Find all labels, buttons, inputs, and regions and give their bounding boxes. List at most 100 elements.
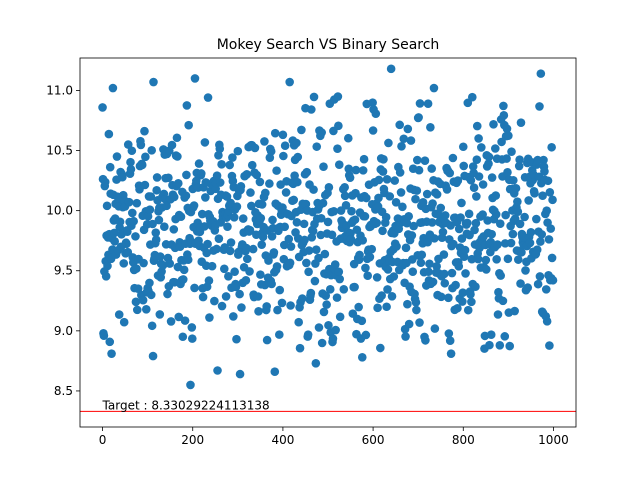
- y-tick-label: 9.0: [54, 324, 73, 338]
- data-point: [265, 179, 274, 188]
- data-point: [133, 284, 143, 293]
- data-point: [183, 255, 193, 265]
- data-point: [422, 189, 432, 199]
- data-point: [182, 101, 192, 110]
- data-point: [499, 111, 509, 120]
- data-point: [532, 214, 541, 224]
- data-point: [152, 173, 162, 182]
- data-point: [247, 160, 257, 170]
- data-point: [264, 256, 273, 265]
- data-point: [350, 282, 359, 292]
- data-point: [292, 138, 301, 148]
- data-point: [278, 130, 288, 140]
- data-point: [169, 192, 179, 202]
- data-point: [517, 248, 526, 257]
- data-point: [350, 215, 360, 224]
- data-point: [317, 128, 326, 137]
- data-point: [132, 305, 142, 315]
- data-point: [285, 258, 295, 268]
- data-point: [214, 234, 224, 243]
- data-point: [459, 161, 469, 171]
- data-point: [197, 209, 207, 219]
- data-point: [444, 293, 453, 303]
- data-point: [129, 216, 138, 226]
- data-point: [241, 276, 251, 285]
- data-point: [467, 254, 477, 264]
- data-point: [204, 276, 214, 285]
- data-point: [179, 265, 189, 275]
- data-point: [105, 162, 115, 172]
- data-point: [358, 236, 368, 245]
- y-tick-label: 9.5: [54, 264, 73, 278]
- data-point: [235, 289, 244, 299]
- data-point: [438, 227, 448, 237]
- data-point: [440, 211, 450, 220]
- data-point: [432, 190, 442, 199]
- data-point: [254, 307, 263, 316]
- data-point: [423, 99, 433, 108]
- data-point: [423, 237, 432, 247]
- data-point: [309, 185, 318, 194]
- data-point: [501, 210, 510, 220]
- data-point: [358, 166, 368, 175]
- data-point: [425, 259, 434, 269]
- data-point: [466, 175, 476, 185]
- data-point: [143, 212, 153, 221]
- y-tick-label: 11.0: [46, 83, 73, 97]
- data-point: [491, 191, 501, 200]
- data-point: [439, 250, 449, 259]
- data-point: [458, 142, 468, 152]
- data-point: [526, 228, 536, 237]
- data-point: [124, 197, 134, 207]
- y-tick-label: 8.5: [54, 384, 73, 398]
- data-point: [146, 290, 156, 300]
- data-point: [302, 167, 312, 177]
- data-point: [236, 181, 246, 191]
- data-point: [470, 225, 479, 235]
- data-point: [469, 183, 479, 192]
- data-point: [298, 294, 307, 303]
- data-point: [473, 254, 483, 264]
- data-point: [145, 278, 154, 288]
- data-point: [386, 64, 396, 74]
- data-point: [169, 225, 179, 234]
- data-point: [363, 271, 372, 281]
- data-point: [506, 238, 516, 248]
- data-point: [357, 352, 367, 362]
- data-point: [535, 272, 545, 281]
- data-point: [256, 270, 265, 279]
- data-point: [323, 217, 333, 227]
- data-point: [203, 93, 213, 102]
- data-point: [478, 210, 487, 219]
- data-point: [237, 303, 246, 312]
- data-point: [540, 167, 549, 176]
- data-point: [319, 307, 329, 317]
- data-point: [314, 253, 323, 263]
- data-point: [500, 332, 510, 341]
- data-point: [148, 219, 157, 229]
- data-point: [487, 173, 497, 182]
- data-point: [412, 305, 421, 315]
- data-point: [377, 291, 386, 300]
- data-point: [275, 285, 285, 295]
- data-point: [190, 74, 200, 83]
- data-point: [242, 243, 251, 253]
- x-tick-label: 400: [271, 433, 294, 447]
- data-point: [427, 164, 437, 173]
- data-point: [454, 262, 464, 271]
- data-point: [474, 134, 483, 143]
- data-point: [509, 176, 518, 185]
- data-point: [319, 162, 328, 172]
- data-point: [378, 167, 388, 176]
- data-point: [510, 306, 519, 316]
- data-point: [426, 123, 435, 132]
- data-point: [374, 175, 384, 185]
- data-point: [112, 152, 122, 161]
- data-point: [311, 359, 321, 368]
- data-point: [474, 172, 484, 181]
- data-point: [385, 192, 395, 201]
- data-point: [459, 252, 469, 261]
- data-point: [436, 292, 446, 302]
- data-point: [548, 275, 558, 285]
